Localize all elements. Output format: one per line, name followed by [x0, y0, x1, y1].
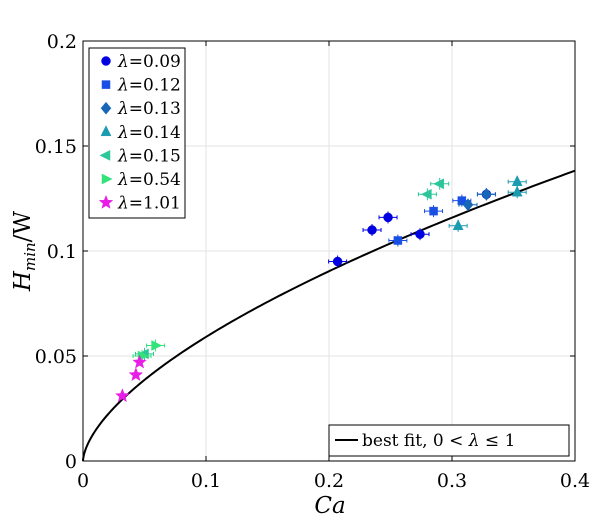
y-tick-label: 0.05 — [35, 346, 77, 368]
y-tick-label: 0 — [65, 451, 77, 473]
data-point — [433, 178, 444, 190]
legend-label-var: λ — [117, 146, 129, 166]
legend-marker — [98, 194, 114, 209]
data-point — [481, 187, 492, 201]
data-point — [415, 229, 425, 239]
legend-label: λ=0.13 — [117, 99, 181, 119]
x-axis-label: Ca — [314, 493, 345, 519]
x-tick-label: 0.4 — [560, 470, 590, 492]
y-axis-label: Hmin/W — [10, 211, 39, 292]
legend-label: λ=1.01 — [117, 194, 181, 214]
legend-label-value: =0.54 — [129, 170, 181, 190]
legend-label-value: =0.09 — [129, 52, 181, 72]
best-fit-curve — [82, 169, 576, 462]
data-point — [367, 225, 377, 235]
data-point — [393, 236, 403, 245]
y-tick-label: 0.15 — [35, 136, 77, 158]
data-point — [332, 256, 343, 267]
data-point — [511, 185, 523, 197]
data-point — [115, 388, 130, 403]
fit-legend-suffix: ≤ 1 — [480, 431, 516, 451]
data-markers — [115, 175, 527, 403]
legend-marker — [99, 149, 111, 161]
legend-label-var: λ — [117, 170, 129, 190]
legend-label-var: λ — [117, 76, 129, 96]
fit-legend: best fit, 0 < λ ≤ 1 — [328, 424, 570, 457]
x-tick-label: 0 — [77, 470, 89, 492]
x-tick-label: 0.3 — [437, 470, 467, 492]
legend-label: λ=0.14 — [117, 123, 181, 143]
series-legend: λ=0.09λ=0.12λ=0.13λ=0.14λ=0.15λ=0.54λ=1.… — [88, 47, 186, 219]
legend-label-value: =0.15 — [129, 146, 181, 166]
fit-legend-label: best fit, 0 < λ ≤ 1 — [362, 431, 515, 451]
legend-label-value: =1.01 — [129, 194, 181, 214]
legend-label-value: =0.12 — [129, 76, 181, 96]
legend-marker — [101, 56, 111, 66]
data-point — [383, 212, 393, 223]
x-tick-label: 0.1 — [191, 470, 221, 492]
y-axis-label-subscript: min — [21, 242, 39, 271]
legend-marker — [101, 173, 113, 185]
fit-legend-prefix: best fit, 0 < — [362, 431, 469, 451]
legend-label-var: λ — [117, 99, 129, 119]
legend-label-value: =0.13 — [129, 99, 181, 119]
axis-ticks — [82, 40, 576, 462]
y-axis-label-tail: /W — [10, 211, 36, 243]
y-tick-label: 0.1 — [47, 241, 77, 263]
legend-marker — [100, 101, 112, 115]
legend-label: λ=0.09 — [117, 52, 181, 72]
data-point — [429, 206, 438, 216]
legend-label-var: λ — [117, 194, 129, 214]
legend-label-var: λ — [117, 52, 129, 72]
tick-labels: 0 0.1 0.2 0.3 0.4 0 0.05 0.1 0.15 0.2 — [35, 31, 590, 492]
fit-legend-box — [328, 424, 570, 457]
legend-label: λ=0.15 — [117, 146, 181, 166]
y-axis-label-main: H — [10, 270, 36, 292]
legend-label: λ=0.12 — [117, 76, 181, 96]
x-tick-label: 0.2 — [314, 470, 344, 492]
legend-marker — [100, 125, 112, 137]
grid-lines — [83, 41, 575, 461]
data-point — [452, 219, 464, 231]
data-point — [511, 175, 523, 186]
legend-marker — [101, 80, 111, 89]
data-point — [462, 198, 474, 212]
legend-label: λ=0.54 — [117, 170, 181, 190]
data-point — [151, 340, 163, 351]
data-point — [132, 354, 147, 369]
y-tick-label: 0.2 — [47, 31, 77, 53]
legend-label-value: =0.14 — [129, 123, 181, 143]
fit-legend-var: λ — [468, 431, 480, 451]
data-point — [420, 188, 432, 200]
legend-label-var: λ — [117, 123, 129, 143]
data-point — [128, 367, 144, 382]
